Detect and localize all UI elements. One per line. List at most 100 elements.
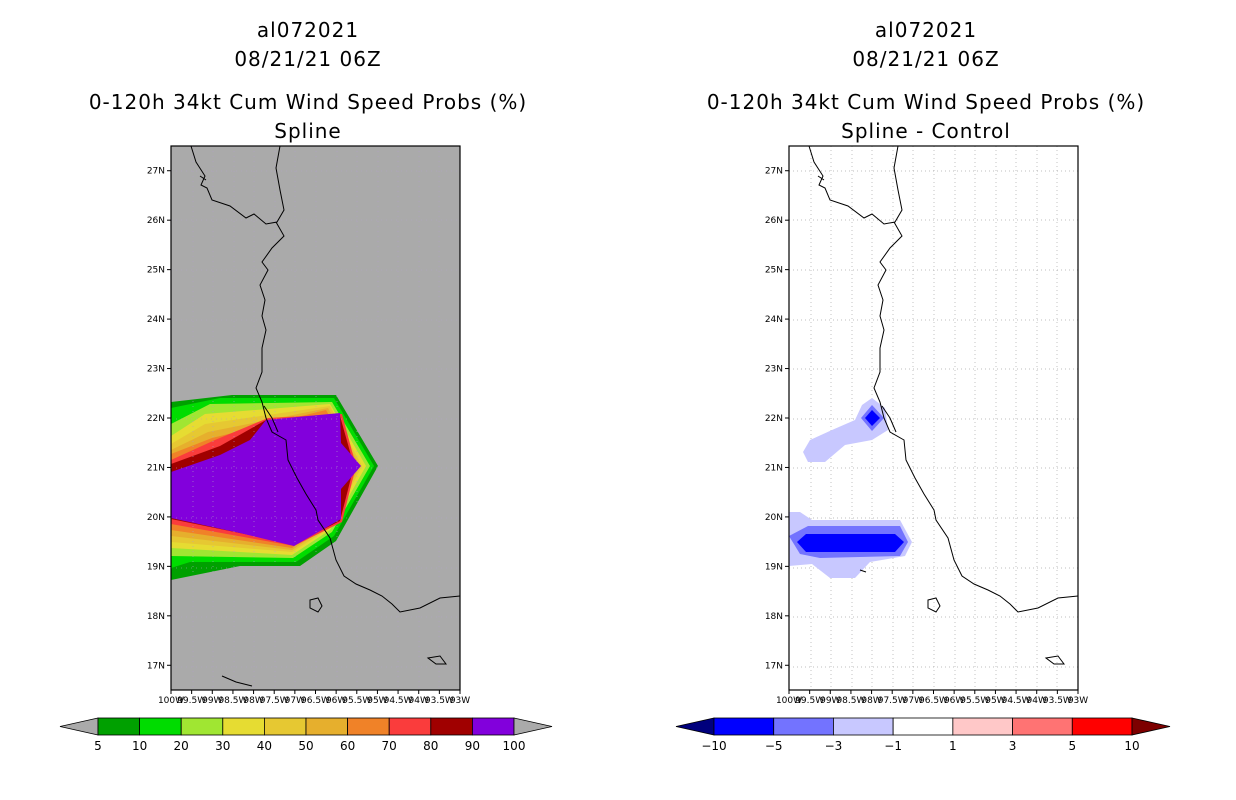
lon-tick-label: 96.5W (301, 696, 330, 706)
lon-tick-label: 100W (776, 696, 802, 706)
colorbar-level-label: −3 (825, 739, 843, 753)
lat-tick-label: 18N (147, 612, 165, 622)
lon-tick-label: 93.5W (425, 696, 454, 706)
lon-tick-label: 98.5W (218, 696, 247, 706)
left-subtitle: Spline (274, 119, 342, 143)
lon-tick-label: 96W (944, 696, 964, 706)
colorbar-level-label: 100 (503, 739, 526, 753)
colorbar-level-label: 50 (298, 739, 313, 753)
colorbar-swatch (773, 717, 834, 736)
lon-tick-label: 97W (903, 696, 923, 706)
left-coastline (190, 146, 460, 613)
right-map-background (789, 146, 1078, 690)
lon-tick-label: 96.5W (919, 696, 948, 706)
lat-tick-label: 22N (765, 414, 783, 424)
lat-tick-label: 17N (765, 661, 783, 671)
band-90-100 (171, 413, 361, 546)
colorbar-level-label: 5 (1068, 739, 1076, 753)
lat-tick-label: 19N (765, 562, 783, 572)
colorbar-level-label: −5 (765, 739, 783, 753)
colorbar-level-label: 10 (132, 739, 147, 753)
lon-tick-label: 96W (326, 696, 346, 706)
lat-tick-label: 21N (765, 463, 783, 473)
lon-tick-label: 97.5W (260, 696, 289, 706)
left-storm-id: al072021 (256, 18, 360, 42)
lon-tick-label: 99.5W (795, 696, 824, 706)
lon-tick-label: 94.5W (384, 696, 413, 706)
colorbar-swatch (1012, 717, 1073, 736)
colorbar-level-label: 40 (257, 739, 272, 753)
lat-tick-label: 17N (147, 661, 165, 671)
lon-tick-label: 100W (158, 696, 184, 706)
lon-tick-label: 95.5W (342, 696, 371, 706)
colorbar-level-label: 30 (215, 739, 230, 753)
left-product-title: 0-120h 34kt Cum Wind Speed Probs (%) (88, 90, 528, 114)
lat-tick-label: 22N (147, 414, 165, 424)
lat-tick-label: 20N (765, 513, 783, 523)
lat-tick-label: 24N (765, 315, 783, 325)
diff-blob-south-dark (797, 534, 904, 552)
colorbar-level-label: 3 (1009, 739, 1017, 753)
lat-tick-label: 27N (765, 167, 783, 177)
diff-blob-north-dark (865, 410, 880, 426)
lat-tick-label: 25N (147, 266, 165, 276)
lon-tick-label: 97W (285, 696, 305, 706)
right-subtitle: Spline - Control (841, 119, 1011, 143)
lat-tick-label: 20N (147, 513, 165, 523)
lon-tick-label: 94W (1027, 696, 1047, 706)
left-datetime: 08/21/21 06Z (234, 47, 382, 71)
colorbar-level-label: 80 (423, 739, 438, 753)
colorbar-swatch (1071, 717, 1133, 736)
colorbar-level-label: 70 (382, 739, 397, 753)
lon-tick-label: 98W (243, 696, 263, 706)
lat-tick-label: 27N (147, 167, 165, 177)
lon-tick-label: 94W (409, 696, 429, 706)
lon-tick-label: 94.5W (1002, 696, 1031, 706)
colorbar-high-arrow (513, 717, 553, 736)
right-island-3 (859, 569, 867, 573)
lat-tick-label: 25N (765, 266, 783, 276)
lon-tick-label: 97.5W (878, 696, 907, 706)
colorbar-level-label: 60 (340, 739, 355, 753)
left-island-3 (221, 675, 253, 687)
colorbar-level-label: −1 (884, 739, 902, 753)
colorbar-swatch (833, 717, 894, 736)
colorbar-swatch (952, 717, 1013, 736)
colorbar-swatch (892, 717, 954, 736)
lon-tick-label: 99W (202, 696, 222, 706)
lat-tick-label: 26N (147, 216, 165, 226)
lon-tick-label: 99W (820, 696, 840, 706)
lon-tick-label: 93W (1068, 696, 1088, 706)
lat-tick-label: 23N (147, 365, 165, 375)
right-product-title: 0-120h 34kt Cum Wind Speed Probs (%) (706, 90, 1146, 114)
lat-tick-label: 26N (765, 216, 783, 226)
right-island-1 (927, 597, 941, 613)
lat-tick-label: 23N (765, 365, 783, 375)
lon-tick-label: 99.5W (177, 696, 206, 706)
colorbar-level-label: 90 (465, 739, 480, 753)
lon-tick-label: 98W (861, 696, 881, 706)
lon-tick-label: 95W (367, 696, 387, 706)
left-island-1 (309, 597, 323, 613)
lat-tick-label: 21N (147, 463, 165, 473)
lon-tick-label: 95.5W (960, 696, 989, 706)
colorbar-level-label: −10 (701, 739, 726, 753)
lon-tick-label: 93W (450, 696, 470, 706)
colorbar-low-arrow (675, 717, 715, 736)
colorbar-level-label: 5 (94, 739, 102, 753)
colorbar-level-label: 20 (174, 739, 189, 753)
lon-tick-label: 95W (985, 696, 1005, 706)
right-coastline (808, 146, 1078, 613)
right-storm-id: al072021 (874, 18, 978, 42)
right-island-2 (1044, 655, 1065, 665)
right-grid (789, 146, 1078, 690)
lat-tick-label: 18N (765, 612, 783, 622)
colorbar-level-label: 10 (1124, 739, 1139, 753)
left-island-2 (426, 655, 447, 665)
colorbar-high-arrow (1131, 717, 1171, 736)
right-datetime: 08/21/21 06Z (852, 47, 1000, 71)
lat-tick-label: 24N (147, 315, 165, 325)
colorbar-swatch (713, 717, 775, 736)
